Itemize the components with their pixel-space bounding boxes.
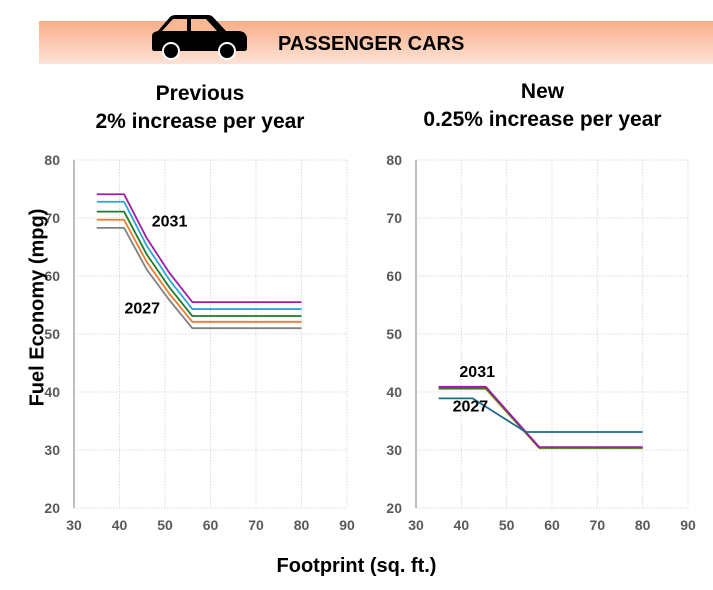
x-tick-label: 60 <box>203 517 219 533</box>
x-tick-label: 30 <box>66 517 82 533</box>
series-line-2 <box>96 210 302 317</box>
y-tick-label: 40 <box>44 384 60 400</box>
y-tick-label: 50 <box>386 326 402 342</box>
left-panel-title: Previous 2% increase per year <box>80 80 320 136</box>
y-tick-label: 80 <box>44 152 60 168</box>
year-annotation: 2027 <box>124 301 160 318</box>
y-tick-label: 60 <box>386 268 402 284</box>
x-tick-label: 30 <box>408 517 424 533</box>
right-title-line2: 0.25% increase per year <box>423 108 662 131</box>
x-tick-label: 70 <box>590 517 606 533</box>
y-tick-label: 70 <box>44 210 60 226</box>
series-line-1 <box>438 387 643 449</box>
y-axis-label: Fuel Economy (mpg) <box>26 208 49 407</box>
year-annotation: 2031 <box>152 214 188 231</box>
year-annotation: 2027 <box>453 399 489 416</box>
x-tick-label: 90 <box>680 517 696 533</box>
x-tick-label: 60 <box>544 517 560 533</box>
y-tick-label: 30 <box>44 442 60 458</box>
header-band <box>39 21 713 64</box>
car-icon <box>152 15 247 60</box>
y-tick-label: 80 <box>386 152 402 168</box>
y-tick-label: 50 <box>44 326 60 342</box>
x-tick-label: 90 <box>339 517 355 533</box>
y-tick-label: 60 <box>44 268 60 284</box>
y-tick-label: 20 <box>386 500 402 516</box>
left-title-line2: 2% increase per year <box>95 110 305 133</box>
series-line-3 <box>438 397 643 433</box>
year-annotation: 2031 <box>459 364 495 381</box>
x-tick-label: 40 <box>454 517 470 533</box>
series-line-3 <box>96 218 302 323</box>
x-tick-label: 80 <box>635 517 651 533</box>
y-tick-label: 20 <box>44 500 60 516</box>
x-tick-label: 50 <box>499 517 515 533</box>
left-title-line1: Previous <box>155 82 245 105</box>
header-title: PASSENGER CARS <box>278 33 465 55</box>
y-tick-label: 30 <box>386 442 402 458</box>
x-tick-label: 70 <box>248 517 264 533</box>
x-tick-label: 40 <box>112 517 128 533</box>
series-line-2 <box>438 385 643 448</box>
x-tick-label: 80 <box>294 517 310 533</box>
right-panel-title: New 0.25% increase per year <box>400 78 685 134</box>
series-line-1 <box>96 200 302 310</box>
x-axis-label: Footprint (sq. ft.) <box>276 555 437 577</box>
right-title-line1: New <box>520 80 565 103</box>
y-tick-label: 40 <box>386 384 402 400</box>
series-line-0 <box>96 193 302 303</box>
y-tick-label: 70 <box>386 210 402 226</box>
series-line-4 <box>96 226 302 330</box>
x-tick-label: 50 <box>157 517 173 533</box>
